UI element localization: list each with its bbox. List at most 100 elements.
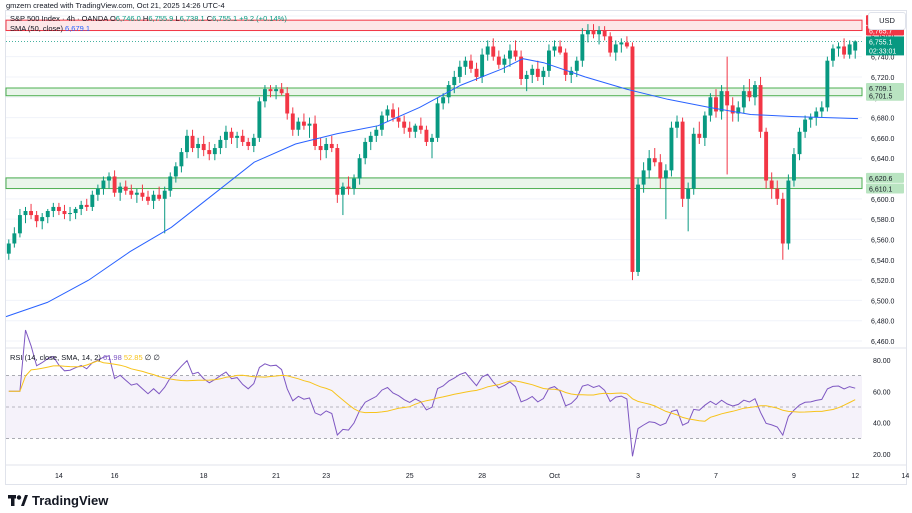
candle [814,107,819,126]
candle [591,24,596,39]
candle [736,101,741,122]
rsi-tick-label: 20.00 [873,452,891,459]
candle-body [819,107,824,112]
candle [641,162,646,193]
candle-body [697,133,702,138]
candle [519,50,524,86]
candle [669,121,674,177]
symbol-name: S&P 500 Index · 4h · OANDA [10,14,108,23]
zone-price-label: 6,610.1 [869,187,892,194]
candle-body [301,121,306,126]
candle [79,200,84,216]
candle-body [546,50,551,71]
candle-body [602,30,607,37]
candle [301,113,306,130]
candle-body [519,56,524,79]
zone-price-tag [866,83,904,94]
candle [235,131,240,149]
candle-body [641,170,646,185]
candle-body [146,196,150,201]
candle-body [407,127,412,132]
candle-body [491,46,496,57]
candle [524,70,529,92]
candle-body [714,97,718,112]
candle [558,40,563,55]
candle [346,176,351,195]
time-tick-label: 21 [272,473,280,480]
chart-caption: gmzern created with TradingView.com, Oct… [6,1,225,10]
sma-legend[interactable]: SMA (50, close) 6,679.1 [10,24,90,33]
candle-body [736,107,741,114]
close-label: C [206,14,213,23]
candle-body [51,206,56,211]
candle-body [157,194,162,199]
rsi-value: 61.98 [102,353,122,362]
candle [173,162,178,183]
rsi-legend[interactable]: RSI (14, close, SMA, 14, 2) 61.98 52.85 … [10,353,160,362]
candle [162,186,167,234]
candle-body [123,186,128,191]
candle [396,107,401,128]
zone-resistance [5,19,863,32]
candle-body [452,76,457,86]
candle [675,115,679,138]
candle [118,182,123,201]
candle-body [29,211,34,216]
candle [630,42,635,281]
candle-body [207,150,212,155]
candle [240,129,245,146]
candle [441,93,446,110]
candle-body [753,85,757,98]
candle [474,62,479,81]
candle [496,50,501,69]
candle [758,76,763,138]
candle-body [569,70,574,75]
rsi-tick-label: 80.00 [873,358,891,365]
candle-body [764,131,769,181]
candle [285,87,290,120]
candle [407,121,412,138]
candle [274,85,279,100]
symbol-legend[interactable]: S&P 500 Index · 4h · OANDA O6,746.0 H6,7… [10,14,287,24]
candle [513,40,518,61]
candle [769,172,774,199]
candle [45,208,50,224]
candle-body [775,188,780,199]
tradingview-logo[interactable]: TradingView [8,493,108,508]
candle [140,184,145,201]
candle-body [84,204,89,207]
candle [764,127,769,189]
close-value: 6,755.1 [212,14,238,23]
candle-body [307,123,312,126]
candle [741,85,746,114]
candle [23,206,28,224]
currency-button[interactable]: USD [868,12,906,30]
candle [207,141,212,161]
candle [825,56,830,112]
candle-body [340,186,345,195]
price-tick-label: 6,480.0 [871,319,894,326]
candle [123,180,128,195]
candle [502,54,507,73]
candle [546,44,551,77]
candle [62,204,67,220]
candle-body [842,46,847,55]
candle [268,85,273,98]
candle-body [285,93,290,114]
candle [324,137,329,159]
candle-body [530,68,535,75]
candle-body [374,129,379,136]
high-label: H [142,14,149,23]
candle-body [40,217,45,222]
zone-price-tag [866,183,904,194]
brand-name: TradingView [32,493,109,508]
candle-body [296,121,301,130]
candle-body [580,34,585,61]
candle [413,123,418,138]
price-tick-label: 6,660.0 [871,136,894,143]
candle-body [619,42,624,45]
rsi-extra: ∅ ∅ [144,353,160,362]
candle-body [563,52,568,75]
candle-body [624,42,629,47]
